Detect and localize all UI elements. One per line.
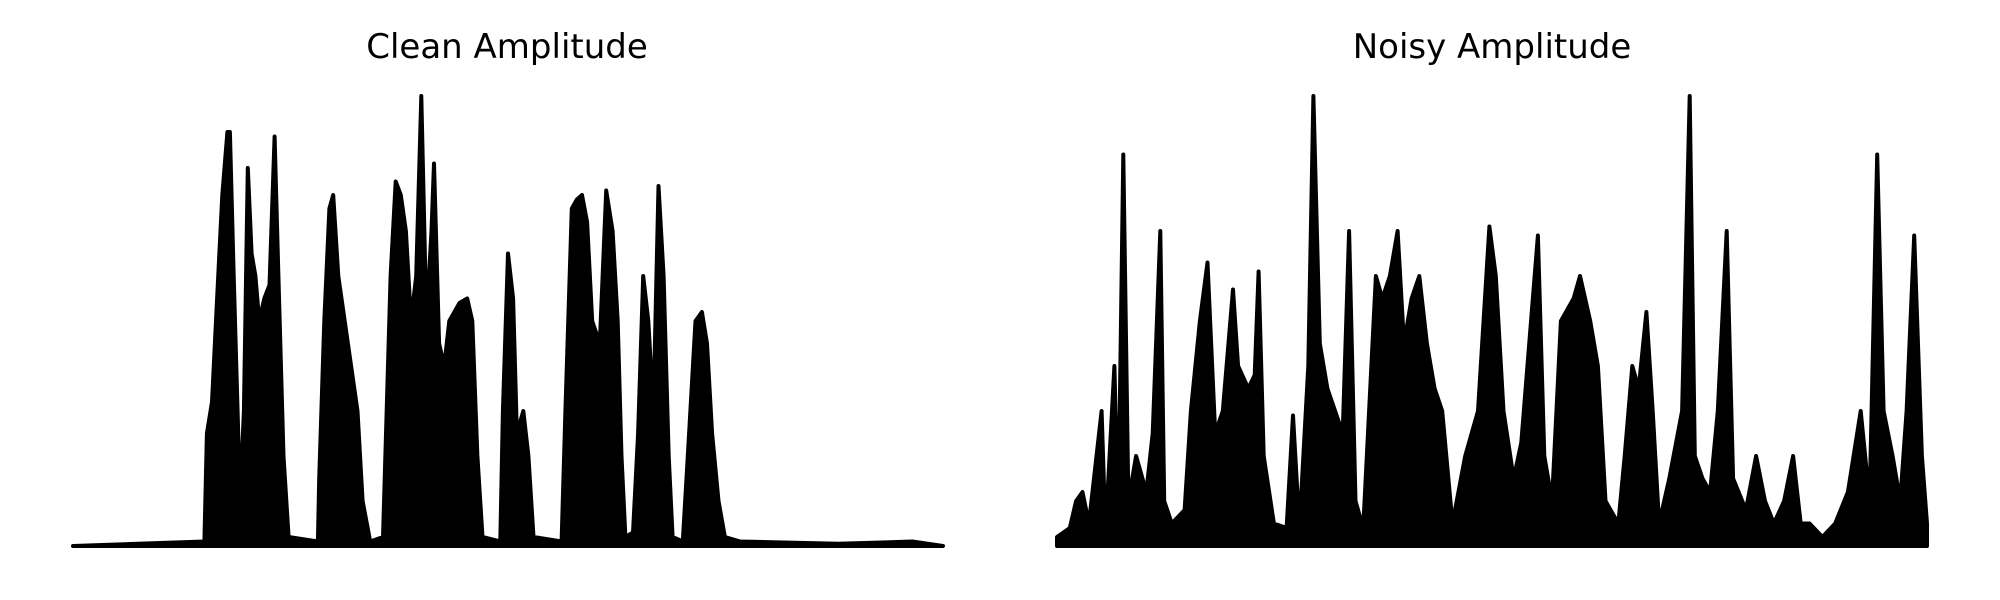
chart-title: Clean Amplitude (366, 27, 648, 67)
amplitude-line (71, 94, 945, 548)
amplitude-line (1055, 94, 1929, 548)
chart-title: Noisy Amplitude (1353, 27, 1632, 67)
